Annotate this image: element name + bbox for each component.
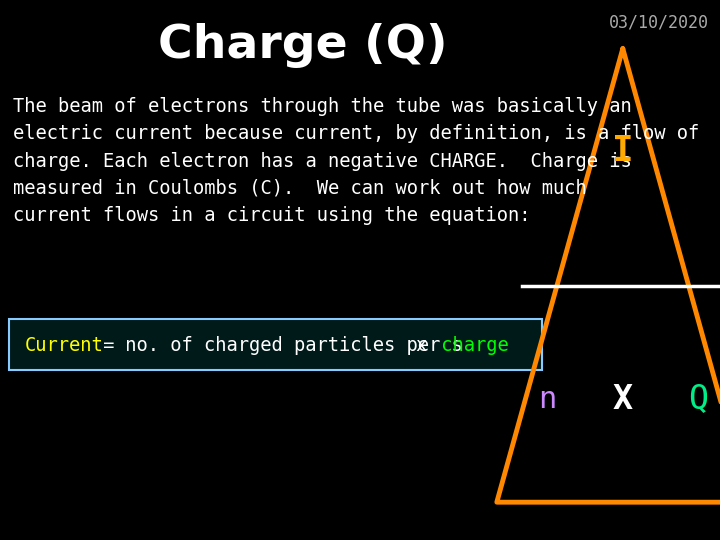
Text: x: x (415, 336, 427, 355)
Text: 03/10/2020: 03/10/2020 (609, 14, 709, 31)
Text: I: I (612, 134, 634, 168)
FancyBboxPatch shape (9, 319, 542, 370)
Text: Current: Current (25, 336, 104, 355)
Text: The beam of electrons through the tube was basically an
electric current because: The beam of electrons through the tube w… (13, 97, 699, 225)
Text: no. of charged particles per s: no. of charged particles per s (114, 336, 474, 355)
Text: =: = (92, 336, 126, 355)
Text: charge: charge (430, 336, 508, 355)
Text: X: X (613, 383, 633, 416)
Text: Charge (Q): Charge (Q) (158, 23, 447, 69)
Text: Q: Q (688, 383, 708, 416)
Text: n: n (538, 385, 557, 414)
